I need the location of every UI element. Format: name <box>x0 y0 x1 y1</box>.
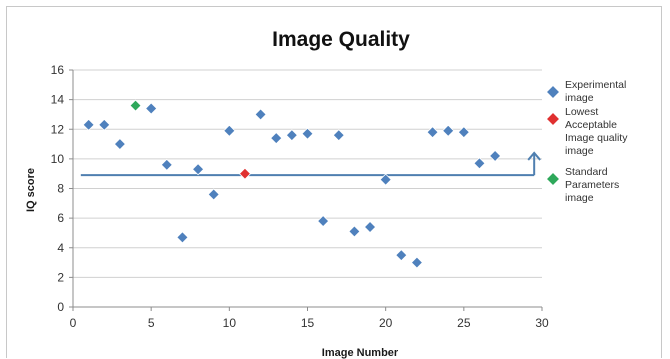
legend-label-0-1: image <box>565 92 594 104</box>
x-axis-title: Image Number <box>322 347 399 359</box>
data-point-s0-1 <box>98 118 111 131</box>
data-point-s0-9 <box>254 108 267 121</box>
x-tick-label-0: 0 <box>70 316 77 330</box>
legend-marker-0 <box>545 84 561 100</box>
x-tick-label-30: 30 <box>535 316 549 330</box>
data-point-s0-18 <box>395 249 408 262</box>
data-point-s2-0 <box>129 99 142 112</box>
data-point-s0-23 <box>473 157 486 170</box>
x-tick-label-20: 20 <box>379 316 393 330</box>
x-tick-label-15: 15 <box>301 316 315 330</box>
grid-layer <box>73 69 542 278</box>
legend-label-1-1: Acceptable <box>565 119 617 131</box>
chart-title: Image Quality <box>272 28 410 51</box>
data-point-s0-8 <box>223 124 236 137</box>
marker-layer <box>82 99 502 269</box>
data-point-s0-17 <box>379 173 392 186</box>
data-point-s0-24 <box>489 149 502 162</box>
y-tick-label-10: 10 <box>51 152 65 166</box>
y-tick-label-16: 16 <box>51 63 65 77</box>
y-tick-label-0: 0 <box>57 300 64 314</box>
data-point-s0-14 <box>332 129 345 142</box>
data-point-s0-6 <box>192 163 205 176</box>
data-point-s0-2 <box>113 137 126 151</box>
legend-label-2-1: Parameters <box>565 179 619 191</box>
legend-label-0-0: Experimental <box>565 79 626 91</box>
legend-label-2-2: image <box>565 192 594 204</box>
y-tick-label-6: 6 <box>57 211 64 225</box>
y-tick-label-8: 8 <box>57 182 64 196</box>
data-point-s0-21 <box>442 124 455 137</box>
chart-frame: Image Quality 0 2 4 6 8 10 12 14 16 0 5 10 15 20 25 30 … <box>6 6 662 359</box>
axis-layer: 0 2 4 6 8 10 12 14 16 0 5 10 15 20 25 30 <box>51 63 549 330</box>
data-point-s0-5 <box>176 231 189 244</box>
legend-marker-1 <box>545 111 561 127</box>
data-point-s0-4 <box>160 158 173 171</box>
data-point-s0-3 <box>145 102 158 115</box>
data-point-s0-13 <box>317 215 330 228</box>
data-point-s0-12 <box>301 127 314 140</box>
data-point-s0-7 <box>207 188 220 201</box>
arrow-head <box>527 151 541 161</box>
x-tick-label-10: 10 <box>223 316 237 330</box>
data-point-s0-20 <box>426 126 439 139</box>
legend-marker-2 <box>545 171 561 187</box>
data-point-s0-22 <box>457 126 470 139</box>
y-axis-title: IQ score <box>25 168 37 212</box>
x-tick-label-25: 25 <box>457 316 471 330</box>
y-tick-label-12: 12 <box>51 122 65 136</box>
data-point-s1-0 <box>238 167 252 180</box>
data-point-s0-16 <box>363 220 377 234</box>
legend-label-2-0: Standard <box>565 166 608 178</box>
y-tick-label-14: 14 <box>51 93 65 107</box>
y-tick-label-2: 2 <box>57 270 64 284</box>
legend-label-1-2: Image quality <box>565 132 628 144</box>
x-tick-label-5: 5 <box>148 316 155 330</box>
legend-label-1-3: image <box>565 145 594 157</box>
legend-label-1-0: Lowest <box>565 106 598 118</box>
data-point-s0-11 <box>285 129 298 142</box>
y-tick-label-4: 4 <box>57 241 64 255</box>
data-point-s0-19 <box>410 256 423 269</box>
reference-layer <box>80 151 541 177</box>
data-point-s0-10 <box>270 132 283 145</box>
data-point-s0-15 <box>348 225 361 238</box>
data-point-s0-0 <box>82 118 95 131</box>
